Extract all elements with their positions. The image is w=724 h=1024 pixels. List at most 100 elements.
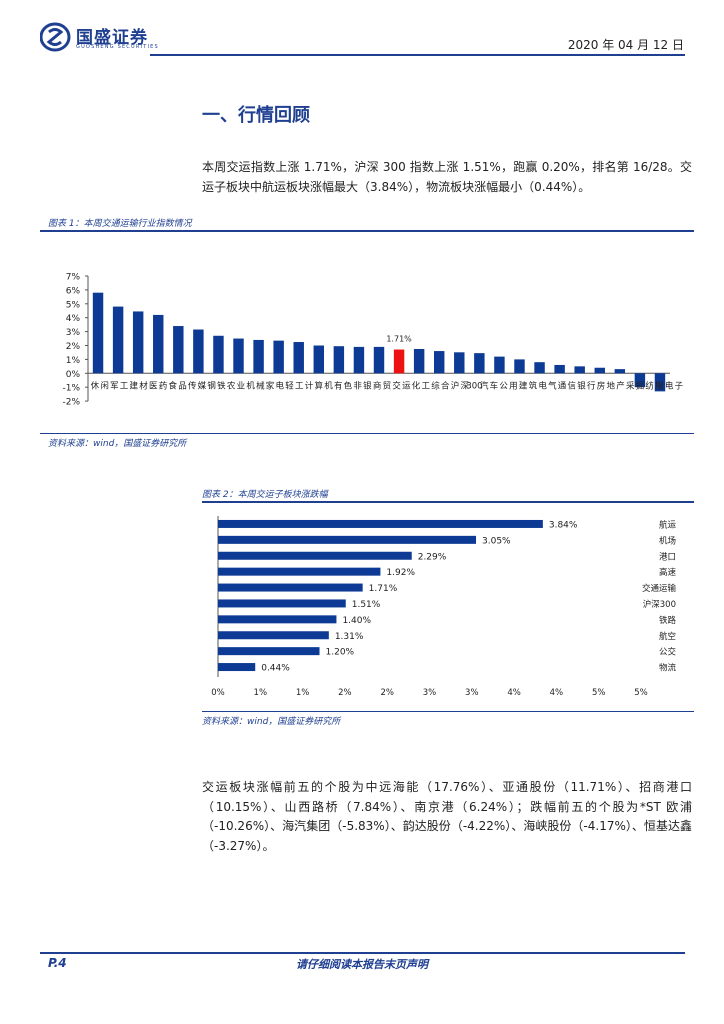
company-logo: 国盛证券 GUOSHENG SECURITIES: [40, 22, 160, 52]
category-label: 银: [577, 380, 586, 391]
bar: [218, 615, 337, 624]
bar: [373, 346, 385, 374]
x-tick-label: 3%: [465, 688, 479, 698]
category-label: 电: [665, 380, 674, 391]
category-label: 商: [373, 380, 382, 391]
x-tick-label: 4%: [550, 688, 564, 698]
highlight-data-label: 1.71%: [386, 335, 412, 344]
category-label: 闲: [100, 381, 109, 391]
category-label: 物流: [659, 663, 677, 674]
bar: [514, 359, 525, 374]
y-tick-label: 6%: [66, 286, 81, 296]
value-label: 1.20%: [326, 648, 355, 658]
y-tick-label: 5%: [66, 300, 81, 310]
section-title: 一、行情回顾: [202, 105, 310, 126]
category-label: 房: [597, 380, 606, 391]
x-tick-label: 2%: [380, 688, 394, 698]
category-label: 深: [460, 381, 469, 391]
intro-paragraph: 本周交运指数上涨 1.71%，沪深 300 指数上涨 1.51%，跑赢 0.20…: [202, 160, 692, 194]
category-label: 公交: [659, 647, 677, 658]
bar: [132, 311, 144, 374]
category-label: 航空: [659, 631, 676, 642]
x-tick-label: 4%: [507, 688, 520, 698]
bar: [233, 338, 244, 374]
category-label: 沪: [451, 380, 460, 391]
bar: [273, 340, 284, 374]
bar: [218, 583, 363, 592]
bar: [218, 535, 477, 544]
bar: [153, 314, 164, 374]
category-label: 运: [402, 381, 411, 391]
bar: [218, 551, 412, 560]
bar: [474, 353, 485, 374]
category-label: 工: [422, 381, 431, 391]
category-label: 300: [466, 381, 482, 391]
footer-rule: [40, 952, 685, 954]
bar: [353, 346, 365, 374]
bar: [293, 342, 304, 374]
bar: [193, 329, 204, 374]
x-tick-label: 1%: [254, 688, 268, 698]
bar: [112, 306, 124, 374]
category-label: 业: [237, 380, 246, 391]
figure2-title: 图表 2：本周交运子板块涨跌幅: [202, 490, 328, 500]
category-label: 械: [256, 380, 265, 391]
category-label: 交: [392, 380, 401, 391]
category-label: 钢: [207, 380, 216, 391]
footer-disclaimer: 请仔细阅读本报告末页声明: [296, 958, 428, 971]
x-tick-label: 5%: [592, 688, 606, 698]
category-label: 算: [314, 380, 323, 391]
category-label: 军: [110, 381, 119, 391]
category-label: 沪深300: [643, 599, 676, 610]
bar: [534, 362, 545, 374]
bar: [213, 335, 224, 374]
category-label: 工: [295, 381, 304, 391]
category-label: 服: [655, 381, 664, 391]
bar: [454, 352, 465, 374]
figure2-source: 资料来源：wind，国盛证券研究所: [202, 717, 341, 727]
category-label: 机场: [659, 535, 676, 546]
value-label: 2.29%: [418, 552, 447, 562]
y-tick-label: 4%: [66, 314, 81, 324]
category-label: 化: [412, 380, 421, 391]
value-label: 1.31%: [335, 632, 364, 642]
logo-text-cn: 国盛证券: [76, 28, 148, 48]
category-label: 公: [499, 381, 508, 391]
x-tick-label: 0%: [211, 688, 225, 698]
figure2-bottom-rule: [202, 711, 694, 712]
category-label: 气: [548, 380, 557, 391]
bar: [92, 292, 104, 374]
bar: [594, 367, 605, 374]
value-label: 1.51%: [352, 600, 381, 610]
category-label: 药: [159, 380, 168, 391]
stocks-paragraph: 交运板块涨幅前五的个股为中远海能（17.76%）、亚通股份（11.71%）、招商…: [202, 780, 692, 853]
category-label: 计: [305, 380, 314, 391]
category-label: 合: [441, 380, 450, 391]
bar: [218, 567, 381, 576]
category-label: 港口: [659, 551, 676, 562]
value-label: 1.40%: [342, 616, 371, 626]
figure1-bottom-rule: [40, 433, 694, 434]
category-label: 银: [363, 380, 372, 391]
bar: [333, 346, 345, 374]
x-tick-label: 5%: [634, 688, 648, 698]
y-tick-label: 2%: [66, 342, 81, 352]
category-label: 行: [587, 380, 596, 391]
report-date: 2020 年 04 月 12 日: [567, 38, 684, 52]
category-label: 农: [227, 380, 236, 391]
value-label: 3.05%: [482, 536, 511, 546]
value-label: 3.84%: [549, 520, 578, 530]
category-label: 食: [168, 380, 177, 391]
category-label: 汽: [480, 380, 489, 391]
category-label: 轻: [285, 380, 294, 391]
category-label: 用: [509, 381, 518, 391]
y-tick-label: 3%: [66, 328, 81, 338]
bar: [393, 349, 405, 374]
category-label: 色: [344, 380, 353, 391]
category-label: 通: [558, 380, 567, 391]
category-label: 综: [431, 380, 440, 391]
x-tick-label: 3%: [423, 688, 437, 698]
figure1-top-rule: [40, 230, 694, 232]
category-label: 家: [266, 380, 275, 391]
bar: [218, 631, 329, 640]
